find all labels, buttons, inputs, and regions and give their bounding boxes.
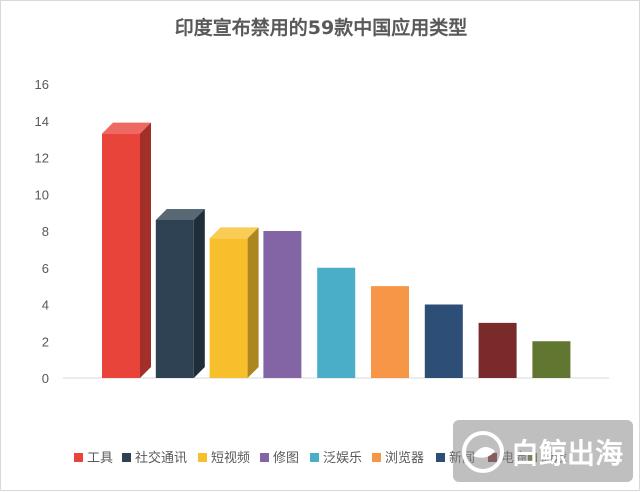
legend-swatch [198,453,207,462]
watermark: 白鲸出海 [453,420,633,482]
bar-7 [424,304,463,378]
legend-item: 浏览器 [372,450,424,466]
legend-item: 泛娱乐 [310,451,362,466]
watermark-text: 白鲸出海 [511,437,623,470]
whale-logo-icon [462,431,504,473]
bar-front [478,322,517,378]
bar-side-face [247,227,259,378]
y-tick-label: 14 [35,114,49,129]
legend-label: 泛娱乐 [323,451,362,466]
bar-top-face [102,122,151,134]
y-tick-label: 10 [35,187,49,202]
bar-top-face [155,208,205,220]
bar-front [102,133,140,378]
legend-label: 浏览器 [385,450,424,466]
legend-item: 短视频 [198,451,250,466]
y-tick-label: 2 [42,334,49,349]
bar-front [424,304,463,378]
legend-swatch [122,453,131,462]
legend-label: 修图 [273,451,299,466]
bar-front [371,286,409,378]
y-tick-label: 12 [35,151,49,166]
chart-title: 印度宣布禁用的59款中国应用类型 [175,16,467,39]
bars [102,122,571,378]
legend-swatch [436,453,445,462]
legend-swatch [310,453,319,462]
y-tick-label: 6 [42,261,49,276]
legend-item: 修图 [260,451,299,466]
bar-side-face [193,208,205,378]
legend-item: 工具 [74,451,113,466]
bar-3 [209,227,259,378]
y-axis-ticks: 0 2 4 6 8 10 12 14 16 [35,77,49,386]
bar-5 [317,267,356,378]
y-tick-label: 8 [42,224,49,239]
bar-4 [263,231,302,378]
bar-8 [478,322,517,378]
bar-9 [532,341,571,378]
bar-front [317,267,356,378]
bar-side-face [140,122,151,378]
bar-2 [155,208,205,378]
legend-label: 社交通讯 [135,450,187,466]
legend-swatch [74,453,83,462]
y-tick-label: 0 [42,371,49,386]
bar-front [263,231,302,378]
bar-front [209,238,248,378]
bar-front [532,341,571,378]
bar-1 [102,122,151,378]
bar-top-face [209,227,259,239]
legend-label: 工具 [87,451,113,466]
legend-swatch [260,453,269,462]
legend-label: 短视频 [211,451,250,466]
bar-front [155,219,194,378]
legend-swatch [372,453,381,462]
bar-6 [371,286,409,378]
y-tick-label: 4 [42,298,49,313]
legend-item: 社交通讯 [122,450,187,466]
y-tick-label: 16 [35,77,49,92]
